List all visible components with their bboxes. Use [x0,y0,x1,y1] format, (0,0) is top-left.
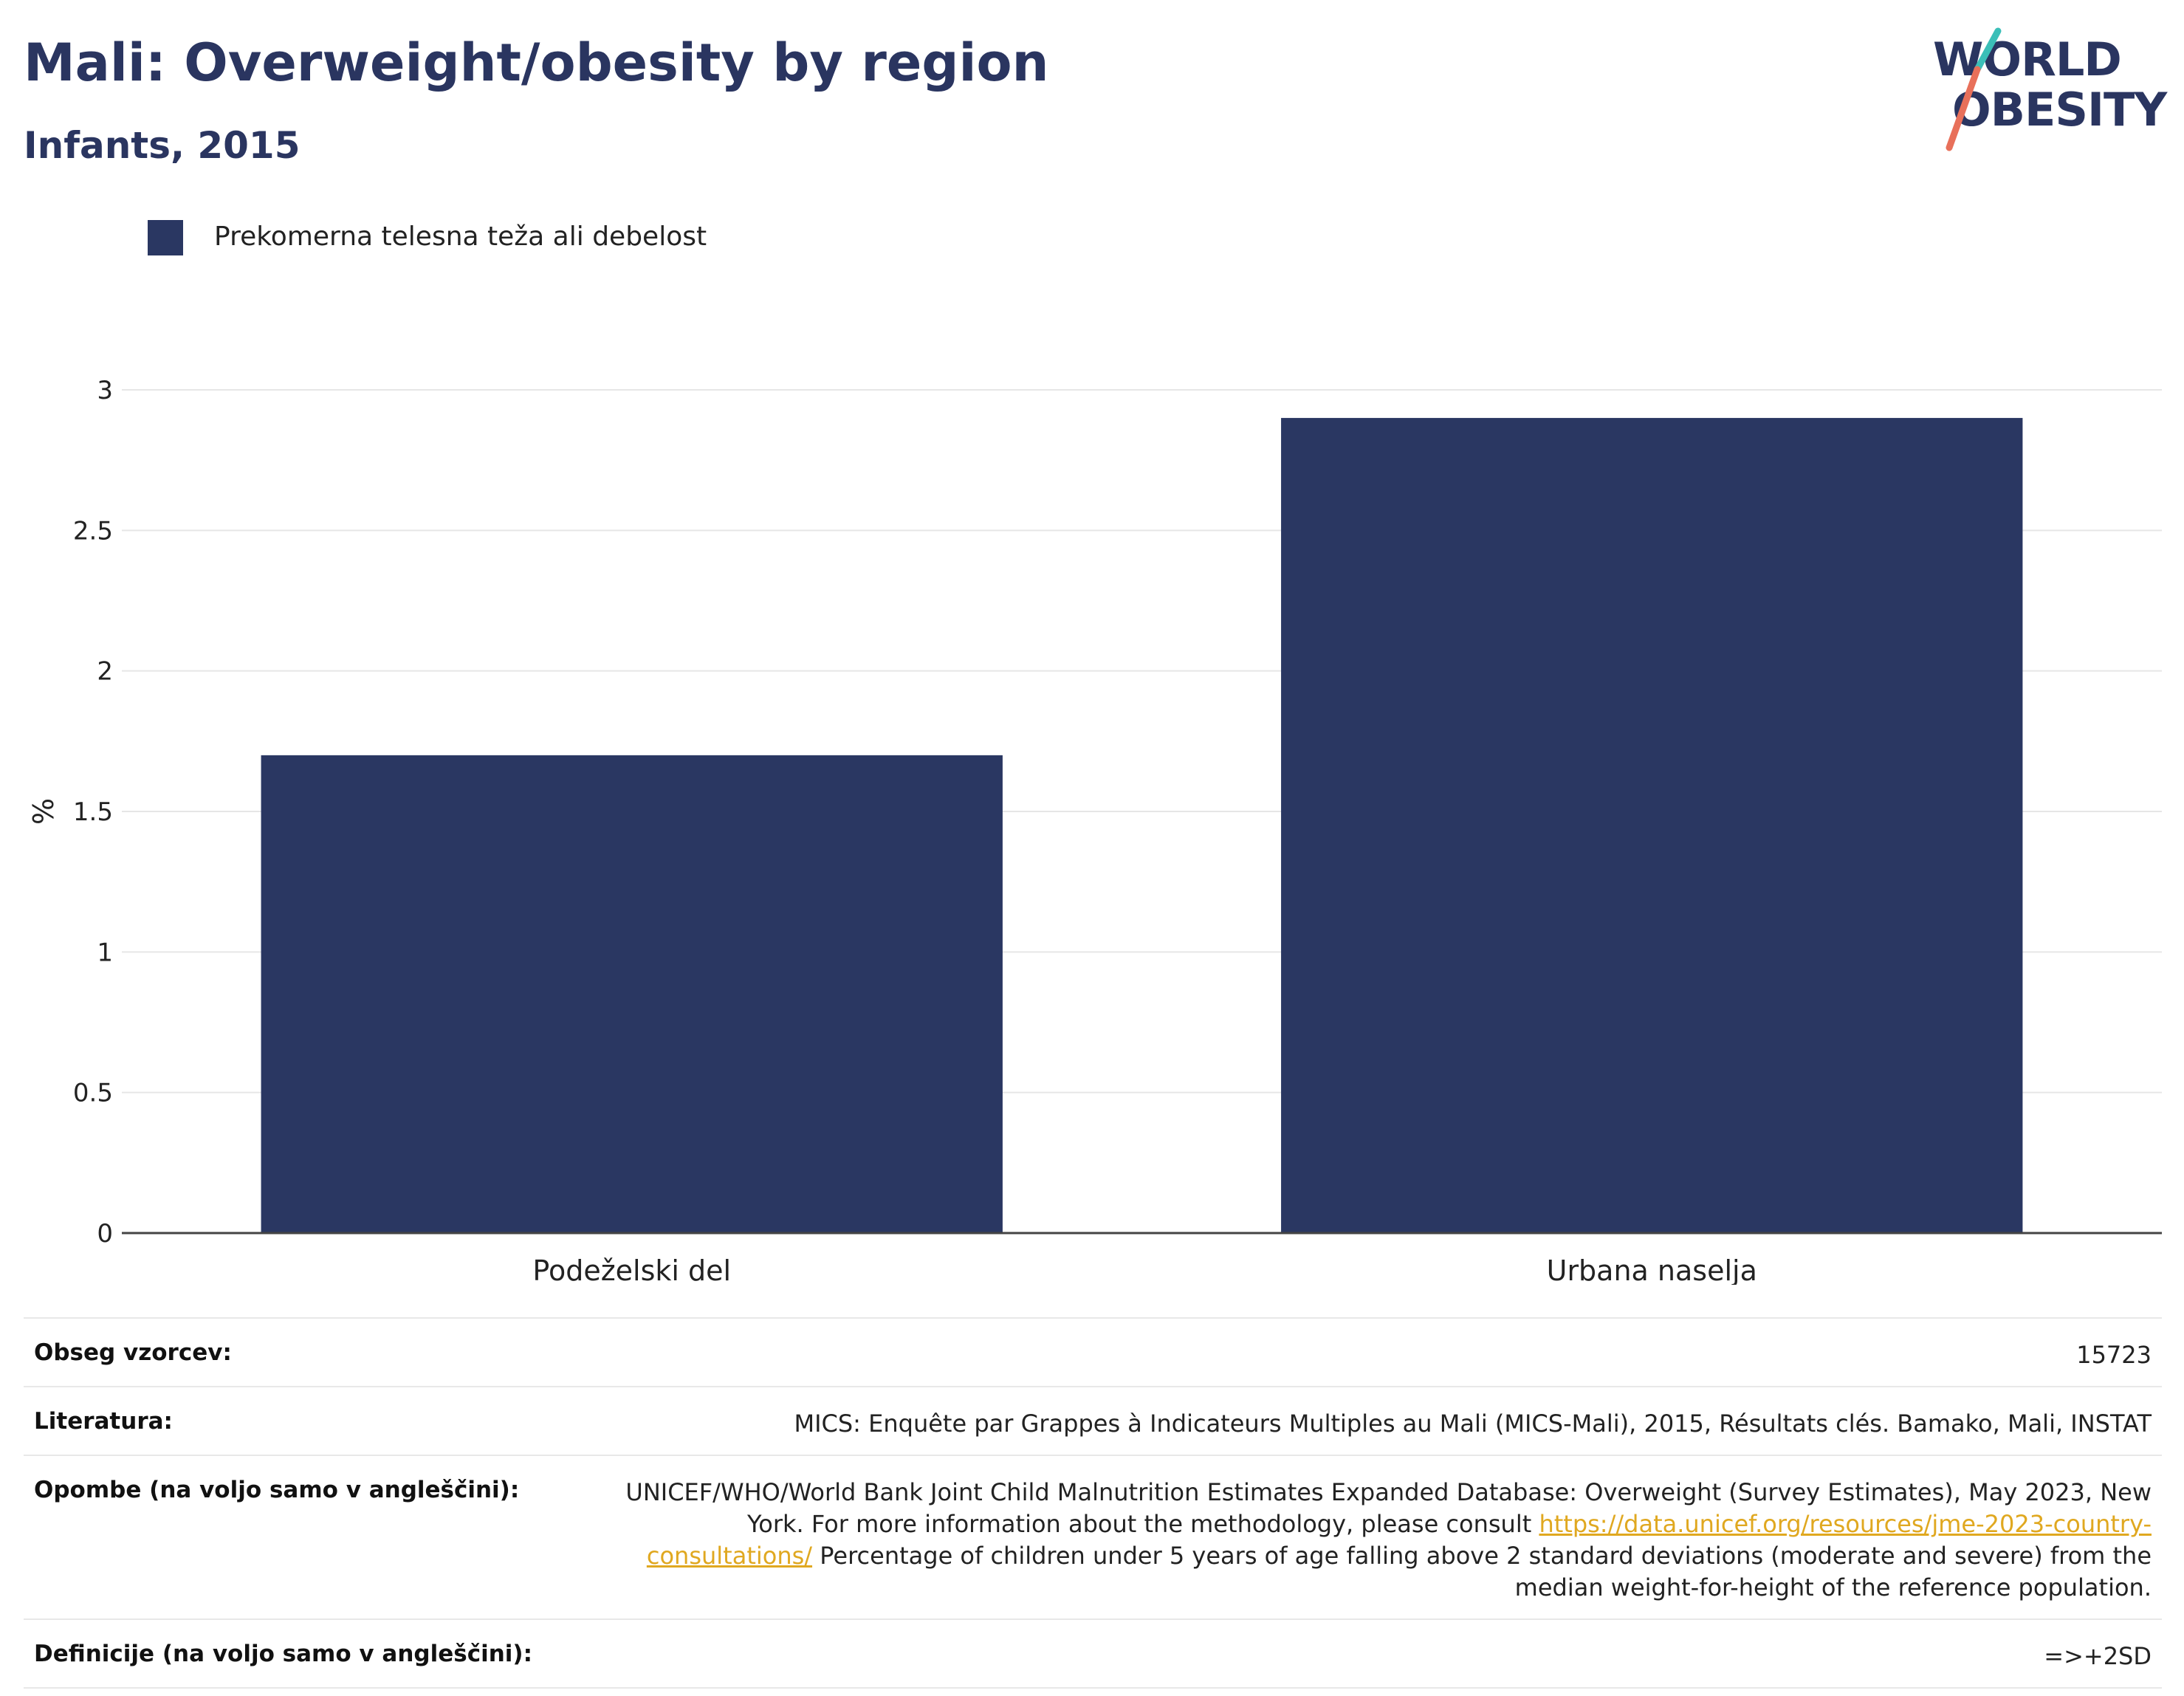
chart-title: Mali: Overweight/obesity by region [24,32,1049,93]
notes-label: Opombe (na voljo samo v angleščini): [34,1477,520,1503]
y-axis-label: % [27,798,60,825]
y-tick-label: 0 [97,1219,113,1249]
logo-line-1: WORLD [1933,32,2122,86]
legend-label: Prekomerna telesna teža ali debelost [214,222,707,252]
literature-value: MICS: Enquête par Grappes à Indicateurs … [794,1410,2152,1438]
definitions-value: =>+2SD [2044,1642,2152,1670]
logo-slash-icon [1946,27,2002,151]
notes-link[interactable]: https://data.unicef.org/resources/jme-20… [646,1510,2152,1570]
info-row-sample: Obseg vzorcev: 15723 [24,1317,2162,1386]
notes-value: UNICEF/WHO/World Bank Joint Child Malnut… [608,1477,2152,1604]
y-tick-label: 3 [97,376,113,405]
legend-swatch [148,220,183,255]
y-tick-label: 2.5 [73,516,113,546]
y-tick-label: 0.5 [73,1079,113,1108]
chart-subtitle: Infants, 2015 [24,124,301,167]
x-tick-label: Urbana naselja [1547,1254,1757,1285]
notes-text-before: UNICEF/WHO/World Bank Joint Child Malnut… [625,1478,2152,1538]
definitions-label: Definicije (na voljo samo v angleščini): [34,1641,532,1667]
bar-chart: 0 0.5 1 1.5 2 2.5 3 Podeželski del Urbana naselj… [27,376,2162,1285]
bar [1281,418,2023,1233]
bar [261,755,1003,1233]
logo-line-2: OBESITY [1952,83,2167,137]
info-row-definitions: Definicije (na voljo samo v angleščini):… [24,1618,2162,1689]
y-tick-label: 1.5 [73,797,113,827]
notes-text-after: Percentage of children under 5 years of … [812,1542,2152,1601]
world-obesity-logo[interactable]: WORLD OBESITY [1927,22,2167,155]
info-row-literature: Literatura: MICS: Enquête par Grappes à … [24,1386,2162,1455]
literature-label: Literatura: [34,1408,173,1435]
y-tick-label: 1 [97,938,113,967]
info-table: Obseg vzorcev: 15723 Literatura: MICS: E… [24,1317,2162,1689]
sample-size-label: Obseg vzorcev: [34,1339,232,1366]
sample-size-value: 15723 [2076,1341,2152,1369]
info-row-notes: Opombe (na voljo samo v angleščini): UNI… [24,1455,2162,1618]
x-tick-label: Podeželski del [532,1254,731,1285]
y-tick-label: 2 [97,657,113,687]
